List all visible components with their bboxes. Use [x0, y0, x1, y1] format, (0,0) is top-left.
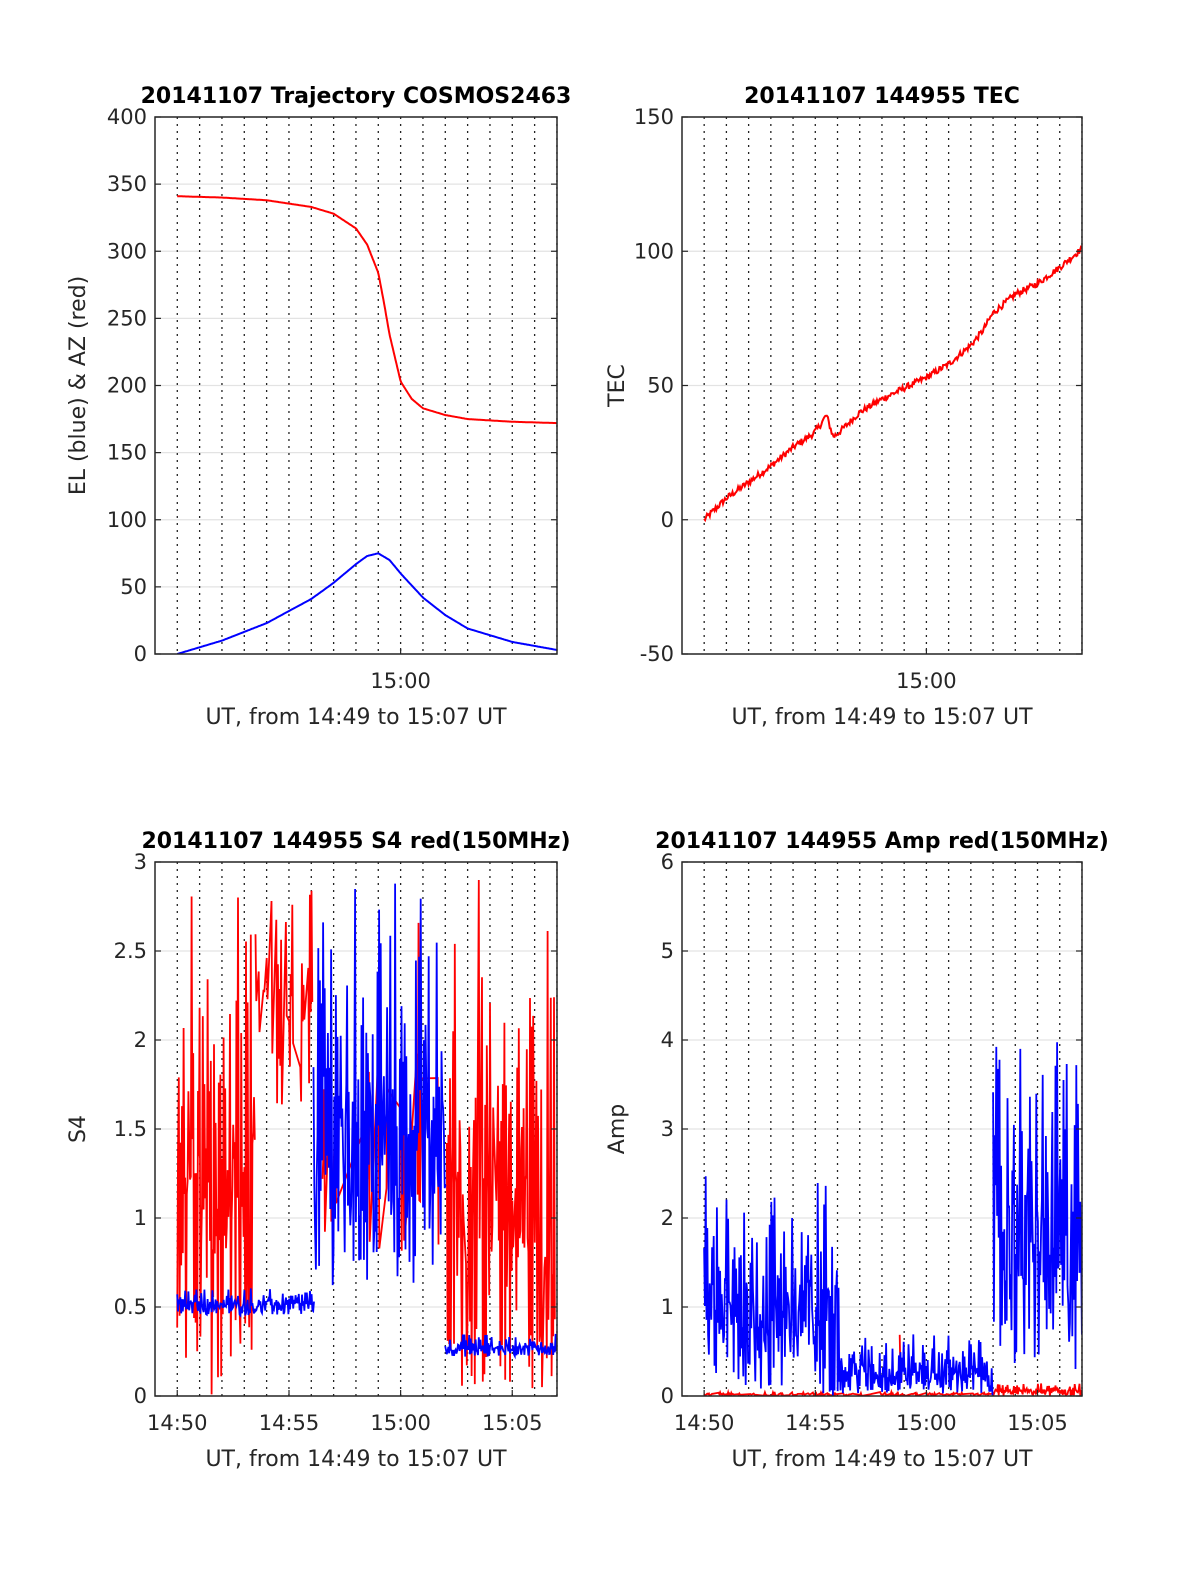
chart-s4: 0 0.5 1 1.5 2 2.5 3 14:50 14:55 15:00 15:05 2014110… [66, 829, 571, 1472]
y-tick-label: 5 [661, 939, 674, 963]
y-tick-label: 4 [661, 1028, 674, 1052]
y-tick-label: 300 [107, 239, 147, 263]
y-tick-label: 50 [120, 575, 147, 599]
y-tick-label: 0 [661, 508, 674, 532]
x-axis-label: UT, from 14:49 to 15:07 UT [731, 705, 1033, 730]
y-tick-label: 50 [647, 374, 674, 398]
x-axis-label: UT, from 14:49 to 15:07 UT [205, 705, 507, 730]
x-tick-label: 15:00 [896, 1411, 957, 1435]
y-tick-label: 3 [134, 850, 147, 874]
y-tick-label: 400 [107, 105, 147, 129]
x-tick-label: 15:00 [896, 669, 957, 693]
y-tick-label: 100 [634, 239, 674, 263]
plot-area [703, 1042, 1082, 1396]
y-tick-label: 150 [107, 441, 147, 465]
y-tick-label: 3 [661, 1117, 674, 1141]
y-tick-label: 0 [134, 642, 147, 666]
series-s4-blue [176, 883, 557, 1360]
plot-area [176, 195, 557, 654]
chart-title: 20141107 Trajectory COSMOS2463 [141, 84, 572, 109]
y-tick-label: 2 [134, 1028, 147, 1052]
y-tick-label: 1.5 [114, 1117, 147, 1141]
plot-area [176, 879, 557, 1395]
chart-trajectory: 0 50 100 150 200 250 300 350 400 15:00 20141107 Tr… [66, 84, 571, 730]
x-tick-label: 15:05 [482, 1411, 543, 1435]
y-tick-label: 0.5 [114, 1295, 147, 1319]
y-tick-label: -50 [640, 642, 674, 666]
x-tick-label: 14:50 [147, 1411, 208, 1435]
y-axis-label: TEC [605, 364, 630, 408]
y-axis-label: Amp [605, 1104, 630, 1154]
y-tick-label: 200 [107, 374, 147, 398]
x-tick-label: 15:05 [1007, 1411, 1068, 1435]
y-tick-label: 150 [634, 105, 674, 129]
chart-tec: -50 0 50 100 150 15:00 20141107 144955 TEC UT, … [605, 84, 1083, 730]
y-tick-label: 2.5 [114, 939, 147, 963]
y-tick-label: 250 [107, 306, 147, 330]
y-tick-label: 1 [661, 1295, 674, 1319]
y-axis-label: S4 [66, 1115, 91, 1143]
plot-area [703, 245, 1082, 523]
y-tick-label: 1 [134, 1206, 147, 1230]
y-tick-label: 350 [107, 172, 147, 196]
y-axis-label: EL (blue) & AZ (red) [66, 276, 91, 495]
x-tick-label: 14:55 [259, 1411, 320, 1435]
series-amp-blue [703, 1042, 1082, 1396]
y-tick-label: 100 [107, 508, 147, 532]
chart-title: 20141107 144955 TEC [744, 84, 1020, 109]
x-axis-label: UT, from 14:49 to 15:07 UT [731, 1447, 1033, 1472]
x-tick-label: 14:55 [785, 1411, 846, 1435]
x-tick-label: 15:00 [370, 1411, 431, 1435]
y-tick-label: 2 [661, 1206, 674, 1230]
series-tec [703, 245, 1082, 523]
series-el [176, 552, 557, 654]
series-s4-red [176, 879, 556, 1395]
chart-title: 20141107 144955 S4 red(150MHz) [141, 829, 570, 854]
x-axis-label: UT, from 14:49 to 15:07 UT [205, 1447, 507, 1472]
y-tick-label: 0 [134, 1384, 147, 1408]
x-tick-label: 15:00 [370, 669, 431, 693]
chart-title: 20141107 144955 Amp red(150MHz) [655, 829, 1109, 854]
y-tick-label: 6 [661, 850, 674, 874]
series-az [177, 195, 557, 425]
y-tick-label: 0 [661, 1384, 674, 1408]
x-tick-label: 14:50 [674, 1411, 735, 1435]
chart-amp: 0 1 2 3 4 5 6 14:50 14:55 15:00 15:05 20141107 1449… [605, 829, 1109, 1472]
